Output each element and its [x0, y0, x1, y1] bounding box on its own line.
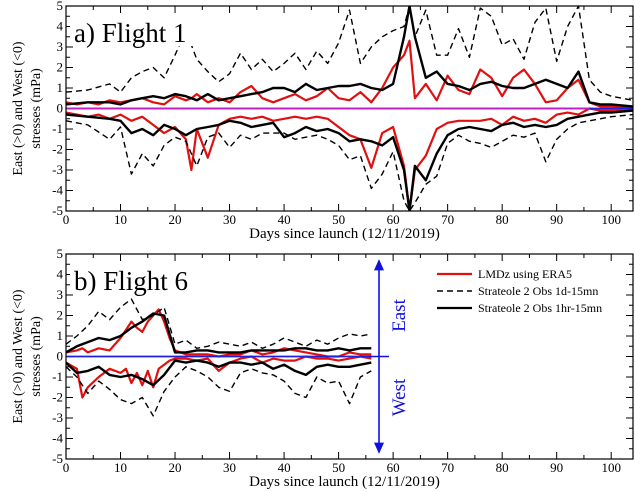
y-tick-label: -2	[52, 142, 63, 157]
y-tick-label: 1	[57, 328, 64, 343]
title-backdrop	[70, 18, 216, 46]
west-label: West	[389, 378, 410, 416]
series-lmdz-using-era5-west	[66, 107, 633, 211]
legend-label: Strateole 2 Obs 1hr-15mn	[478, 301, 602, 315]
y-tick-label: 5	[57, 246, 64, 261]
x-tick-label: 100	[601, 212, 621, 227]
series-strateole-2-obs-1d-15mn-east	[66, 6, 633, 101]
y-tick-label: 0	[57, 349, 64, 364]
east-label: East	[389, 298, 410, 331]
series-strateole-2-obs-1hr-15mn-east	[66, 6, 633, 108]
y-tick-label: 3	[57, 287, 64, 302]
y-tick-label: -5	[52, 203, 63, 218]
series-lmdz-using-era5-east	[66, 308, 372, 358]
x-axis-label: Days since launch (12/11/2019)	[249, 474, 440, 490]
x-tick-label: 30	[223, 212, 236, 227]
y-axis-label-line2: stresses (mPa)	[29, 316, 44, 397]
y-tick-label: -5	[52, 451, 63, 466]
y-tick-label: 0	[57, 101, 64, 116]
series-strateole-2-obs-1d-15mn-east	[66, 298, 372, 349]
x-tick-label: 50	[332, 212, 345, 227]
legend-label: Strateole 2 Obs 1d-15mn	[478, 284, 598, 298]
series-lmdz-using-era5-east	[66, 39, 633, 110]
east-arrow-head	[374, 259, 384, 271]
x-tick-label: 30	[223, 460, 236, 475]
series-group	[66, 6, 633, 211]
x-axis-label: Days since launch (12/11/2019)	[249, 226, 440, 242]
y-axis-label-line1: East (>0) and West (<0)	[11, 289, 26, 423]
y-tick-label: 2	[57, 308, 64, 323]
y-tick-label: 5	[57, 0, 64, 13]
x-tick-label: 60	[387, 460, 400, 475]
series-strateole-2-obs-1d-15mn-west	[66, 366, 372, 417]
y-tick-label: -1	[52, 121, 63, 136]
x-tick-label: 70	[441, 460, 454, 475]
y-tick-label: -4	[52, 183, 63, 198]
west-arrow-head	[374, 442, 384, 454]
y-tick-label: 1	[57, 80, 64, 95]
x-tick-label: 40	[278, 212, 291, 227]
y-axis-label-line1: East (>0) and West (<0)	[11, 41, 26, 175]
x-tick-label: 20	[169, 460, 182, 475]
y-tick-label: 4	[57, 267, 64, 282]
y-axis-label-line2: stresses (mPa)	[29, 68, 44, 149]
y-tick-label: -4	[52, 431, 63, 446]
y-tick-label: -3	[52, 410, 63, 425]
series-strateole-2-obs-1hr-15mn-west	[66, 109, 633, 211]
title-backdrop	[70, 266, 216, 294]
y-tick-label: 4	[57, 19, 64, 34]
series-strateole-2-obs-1d-15mn-west	[66, 113, 633, 211]
x-tick-label: 90	[550, 460, 563, 475]
y-tick-label: -3	[52, 162, 63, 177]
x-tick-label: 40	[278, 460, 291, 475]
x-tick-label: 90	[550, 212, 563, 227]
plot-frame	[65, 5, 634, 212]
x-tick-label: 50	[332, 460, 345, 475]
x-tick-label: 80	[496, 460, 509, 475]
series-lmdz-using-era5-west	[66, 355, 372, 399]
y-tick-label: 3	[57, 39, 64, 54]
panel-title: a) Flight 1	[74, 18, 187, 48]
plot-frame	[65, 253, 634, 460]
x-tick-label: 80	[496, 212, 509, 227]
y-tick-label: 2	[57, 60, 64, 75]
y-tick-label: -2	[52, 390, 63, 405]
x-tick-label: 10	[114, 212, 127, 227]
panel-title: b) Flight 6	[74, 266, 188, 296]
series-strateole-2-obs-1hr-15mn-east	[66, 312, 372, 354]
x-tick-label: 0	[63, 460, 70, 475]
x-tick-label: 10	[114, 460, 127, 475]
series-strateole-2-obs-1hr-15mn-west	[66, 359, 372, 387]
x-tick-label: 20	[169, 212, 182, 227]
x-tick-label: 70	[441, 212, 454, 227]
x-tick-label: 60	[387, 212, 400, 227]
series-group	[66, 298, 372, 417]
x-tick-label: 0	[63, 212, 70, 227]
x-tick-label: 100	[601, 460, 621, 475]
legend-label: LMDz using ERA5	[478, 267, 572, 281]
y-tick-label: -1	[52, 369, 63, 384]
